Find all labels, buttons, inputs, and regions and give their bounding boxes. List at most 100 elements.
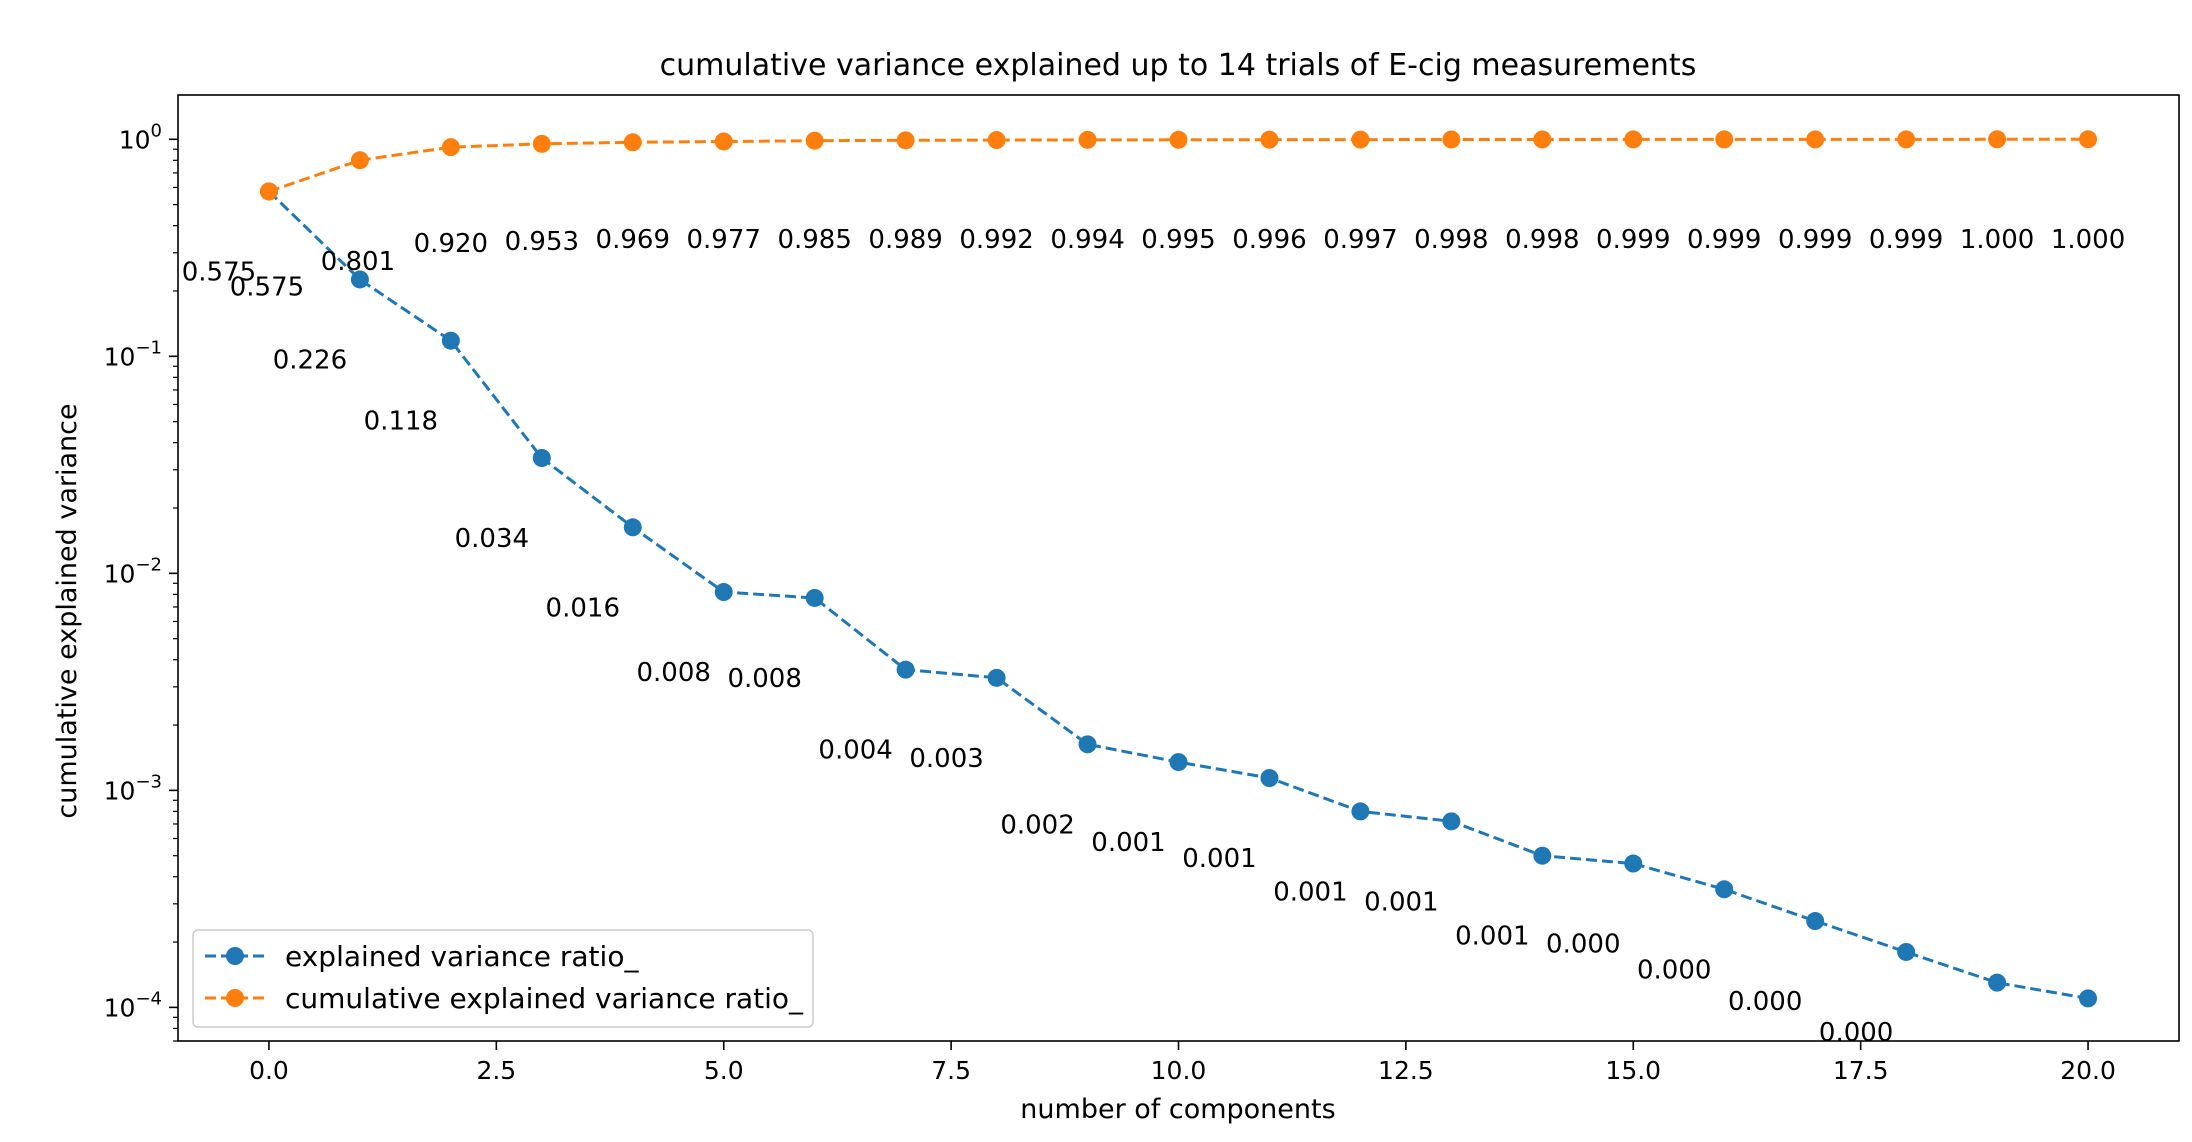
data-label-cumulative: 0.999 bbox=[1687, 225, 1761, 255]
y-tick-label: 10−3 bbox=[104, 771, 162, 805]
x-tick-label: 20.0 bbox=[2060, 1056, 2116, 1085]
data-label-cumulative: 0.994 bbox=[1050, 225, 1124, 255]
data-label-explained: 0.008 bbox=[727, 664, 801, 694]
data-point-1 bbox=[1260, 130, 1279, 149]
data-point-1 bbox=[1351, 130, 1370, 149]
data-label-explained: 0.000 bbox=[1546, 930, 1620, 960]
data-label-explained: 0.001 bbox=[1273, 877, 1347, 907]
x-tick-label: 2.5 bbox=[476, 1056, 516, 1085]
data-point-1 bbox=[2079, 130, 2098, 149]
data-point-0 bbox=[623, 518, 642, 537]
legend-box bbox=[192, 929, 814, 1028]
data-label-explained: 0.575 bbox=[182, 257, 256, 287]
data-label-cumulative: 0.920 bbox=[414, 229, 488, 259]
legend-marker-0 bbox=[226, 947, 244, 965]
data-label-explained: 0.008 bbox=[637, 658, 711, 688]
data-label-explained: 0.002 bbox=[1000, 810, 1074, 840]
data-label-cumulative: 0.989 bbox=[868, 225, 942, 255]
data-point-1 bbox=[714, 132, 733, 151]
data-point-1 bbox=[1442, 130, 1461, 149]
data-point-1 bbox=[1533, 130, 1552, 149]
data-point-0 bbox=[1806, 912, 1825, 931]
data-label-cumulative: 0.999 bbox=[1778, 225, 1852, 255]
x-tick-label: 10.0 bbox=[1151, 1056, 1207, 1085]
legend: explained variance ratio_ cumulative expl… bbox=[192, 929, 814, 1028]
data-point-1 bbox=[259, 182, 278, 201]
data-label-explained: 0.001 bbox=[1182, 844, 1256, 874]
data-label-cumulative: 0.995 bbox=[1141, 225, 1215, 255]
data-point-0 bbox=[987, 668, 1006, 687]
data-point-0 bbox=[532, 448, 551, 467]
data-label-explained: 0.001 bbox=[1455, 922, 1529, 952]
legend-marker-1 bbox=[226, 989, 244, 1007]
data-label-cumulative: 0.996 bbox=[1232, 225, 1306, 255]
data-label-explained: 0.003 bbox=[909, 744, 983, 774]
data-point-0 bbox=[1897, 942, 1916, 961]
data-point-1 bbox=[1806, 130, 1825, 149]
data-point-1 bbox=[623, 133, 642, 152]
x-axis-label: number of components bbox=[1020, 1094, 1335, 1125]
data-label-cumulative: 1.000 bbox=[2051, 225, 2125, 255]
data-point-0 bbox=[2079, 989, 2098, 1008]
data-point-1 bbox=[805, 131, 824, 150]
data-point-1 bbox=[532, 134, 551, 153]
y-tick-label: 10−4 bbox=[104, 988, 162, 1022]
data-label-cumulative: 0.992 bbox=[959, 225, 1033, 255]
data-point-0 bbox=[1988, 973, 2007, 992]
data-point-1 bbox=[1897, 130, 1916, 149]
data-label-cumulative: 0.575 bbox=[230, 272, 304, 302]
data-point-0 bbox=[1624, 854, 1643, 873]
data-label-cumulative: 0.999 bbox=[1596, 225, 1670, 255]
data-point-0 bbox=[805, 588, 824, 607]
data-point-0 bbox=[1260, 769, 1279, 788]
data-point-1 bbox=[1715, 130, 1734, 149]
x-tick-label: 7.5 bbox=[931, 1056, 971, 1085]
data-point-0 bbox=[896, 660, 915, 679]
data-label-explained: 0.000 bbox=[1637, 955, 1711, 985]
data-label-explained: 0.004 bbox=[818, 736, 892, 766]
plot-area: 0.575 0.226 0.118 0.034 0.016 0.008 0.008 0.004… bbox=[182, 130, 2125, 1048]
x-tick-label: 12.5 bbox=[1378, 1056, 1434, 1085]
data-label-explained: 0.226 bbox=[273, 345, 347, 375]
data-point-1 bbox=[350, 151, 369, 170]
legend-label-0: explained variance ratio_ bbox=[285, 940, 639, 973]
data-label-cumulative: 1.000 bbox=[1960, 225, 2034, 255]
x-tick-label: 0.0 bbox=[249, 1056, 289, 1085]
data-label-cumulative: 0.953 bbox=[505, 227, 579, 257]
data-point-0 bbox=[1169, 753, 1188, 772]
series-line-0 bbox=[267, 190, 2089, 1000]
data-label-explained: 0.001 bbox=[1364, 887, 1438, 917]
data-point-0 bbox=[1442, 812, 1461, 831]
data-label-explained: 0.016 bbox=[546, 593, 620, 623]
data-label-explained: 0.001 bbox=[1091, 828, 1165, 858]
data-label-cumulative: 0.969 bbox=[596, 225, 670, 255]
data-point-0 bbox=[1078, 735, 1097, 754]
x-tick-label: 5.0 bbox=[704, 1056, 744, 1085]
y-tick-label: 100 bbox=[119, 120, 162, 154]
y-tick-label: 10−1 bbox=[104, 337, 162, 371]
data-point-0 bbox=[1715, 880, 1734, 899]
data-point-0 bbox=[441, 331, 460, 350]
legend-label-1: cumulative explained variance ratio_ bbox=[285, 982, 804, 1015]
data-point-0 bbox=[1533, 846, 1552, 865]
y-tick-label: 10−2 bbox=[104, 554, 162, 588]
x-tick-label: 17.5 bbox=[1833, 1056, 1889, 1085]
data-point-1 bbox=[1078, 130, 1097, 149]
data-label-explained: 0.000 bbox=[1728, 987, 1802, 1017]
data-point-0 bbox=[350, 270, 369, 289]
chart-title: cumulative variance explained up to 14 t… bbox=[660, 48, 1697, 83]
x-tick-label: 15.0 bbox=[1605, 1056, 1661, 1085]
data-label-cumulative: 0.985 bbox=[777, 225, 851, 255]
data-label-explained: 0.000 bbox=[1819, 1018, 1893, 1048]
data-label-explained: 0.034 bbox=[455, 524, 529, 554]
data-label-cumulative: 0.998 bbox=[1505, 225, 1579, 255]
data-point-1 bbox=[441, 138, 460, 157]
data-label-explained: 0.118 bbox=[364, 407, 438, 437]
data-label-cumulative: 0.998 bbox=[1414, 225, 1488, 255]
y-axis-label: cumulative explained variance bbox=[52, 403, 83, 818]
data-label-cumulative: 0.999 bbox=[1869, 225, 1943, 255]
data-point-1 bbox=[896, 131, 915, 150]
data-label-cumulative: 0.997 bbox=[1323, 225, 1397, 255]
data-point-1 bbox=[987, 131, 1006, 150]
